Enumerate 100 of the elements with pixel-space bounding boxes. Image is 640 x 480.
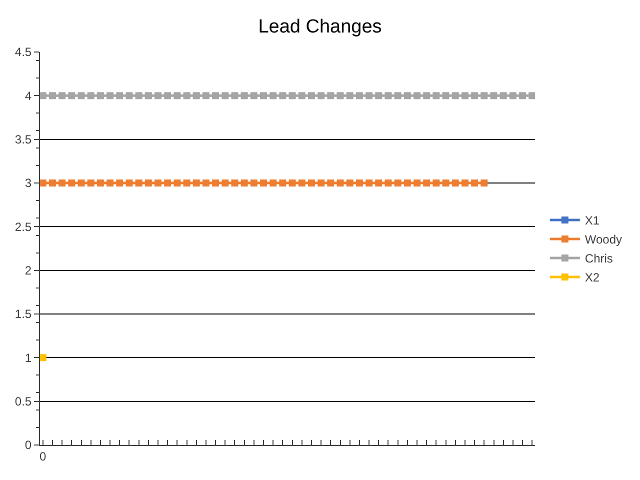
point [356, 92, 363, 100]
legend-label: Chris [584, 252, 613, 266]
point [87, 180, 94, 186]
point [231, 92, 238, 100]
legend-label: Woody [584, 232, 622, 247]
point [212, 180, 220, 186]
point [270, 180, 277, 186]
point [68, 180, 76, 186]
point [356, 180, 363, 186]
point [174, 180, 181, 186]
point [40, 180, 46, 186]
point [279, 92, 286, 100]
point [240, 92, 248, 100]
point [461, 180, 468, 186]
point [414, 180, 421, 186]
point [116, 180, 124, 186]
point [442, 180, 450, 186]
point [384, 180, 392, 186]
point [183, 180, 190, 186]
point [40, 92, 46, 100]
point [442, 92, 450, 100]
point [394, 180, 402, 186]
y-tick-label: 4.5 [14, 45, 32, 60]
point [375, 92, 382, 100]
point [78, 92, 85, 100]
point [174, 92, 181, 100]
point [202, 92, 210, 100]
point [106, 92, 114, 100]
point [480, 180, 488, 186]
point [260, 180, 268, 186]
point [346, 180, 354, 186]
point [336, 180, 344, 186]
point [135, 92, 142, 100]
y-tick-label: 3.5 [14, 132, 32, 147]
y-tick-label: 2 [24, 264, 32, 278]
point [298, 180, 306, 186]
point [154, 92, 162, 100]
point [308, 180, 315, 186]
point [144, 92, 152, 100]
point [384, 92, 392, 100]
point [106, 180, 114, 186]
y-tick-label: 1.5 [14, 307, 32, 322]
point [432, 180, 440, 186]
point [135, 180, 142, 186]
point [346, 92, 354, 100]
point [318, 180, 325, 186]
point [222, 180, 229, 186]
point [250, 92, 258, 100]
point [96, 180, 104, 186]
y-tick-label: 3 [24, 176, 32, 190]
point [202, 180, 210, 186]
point [298, 92, 306, 100]
point [336, 92, 344, 100]
point [58, 180, 66, 186]
point [452, 92, 459, 100]
point [96, 92, 104, 100]
point [394, 92, 402, 100]
point [126, 92, 133, 100]
point [327, 92, 334, 100]
y-tick-label: 0 [24, 438, 32, 452]
point [288, 180, 296, 186]
point [423, 180, 430, 186]
point [144, 180, 152, 186]
point [471, 92, 478, 100]
point [222, 92, 229, 100]
point [308, 92, 315, 100]
point [471, 180, 478, 186]
point [164, 92, 172, 100]
point [480, 92, 488, 100]
point [164, 180, 172, 186]
point [490, 92, 498, 100]
y-tick-label: 2.5 [14, 220, 32, 234]
point [192, 92, 200, 100]
point [183, 92, 190, 100]
point [366, 180, 373, 186]
point [78, 180, 85, 186]
point [126, 180, 133, 186]
y-tick-label: 4 [24, 88, 32, 103]
point [519, 92, 526, 100]
point [87, 92, 94, 100]
point [192, 180, 200, 186]
point [288, 92, 296, 100]
point [48, 92, 56, 100]
point [375, 180, 382, 186]
point [260, 92, 268, 100]
point [48, 180, 56, 186]
y-tick-label: 1 [24, 350, 32, 365]
point [68, 92, 76, 100]
y-tick-label: 0.5 [14, 394, 32, 409]
point [432, 92, 440, 100]
point [423, 92, 430, 100]
point [58, 92, 66, 100]
legend-label: X2 [584, 270, 600, 285]
point [240, 180, 248, 186]
point [500, 92, 507, 100]
point [318, 92, 325, 100]
point [279, 180, 286, 186]
point [414, 92, 421, 100]
point [231, 180, 238, 186]
point [404, 92, 411, 100]
